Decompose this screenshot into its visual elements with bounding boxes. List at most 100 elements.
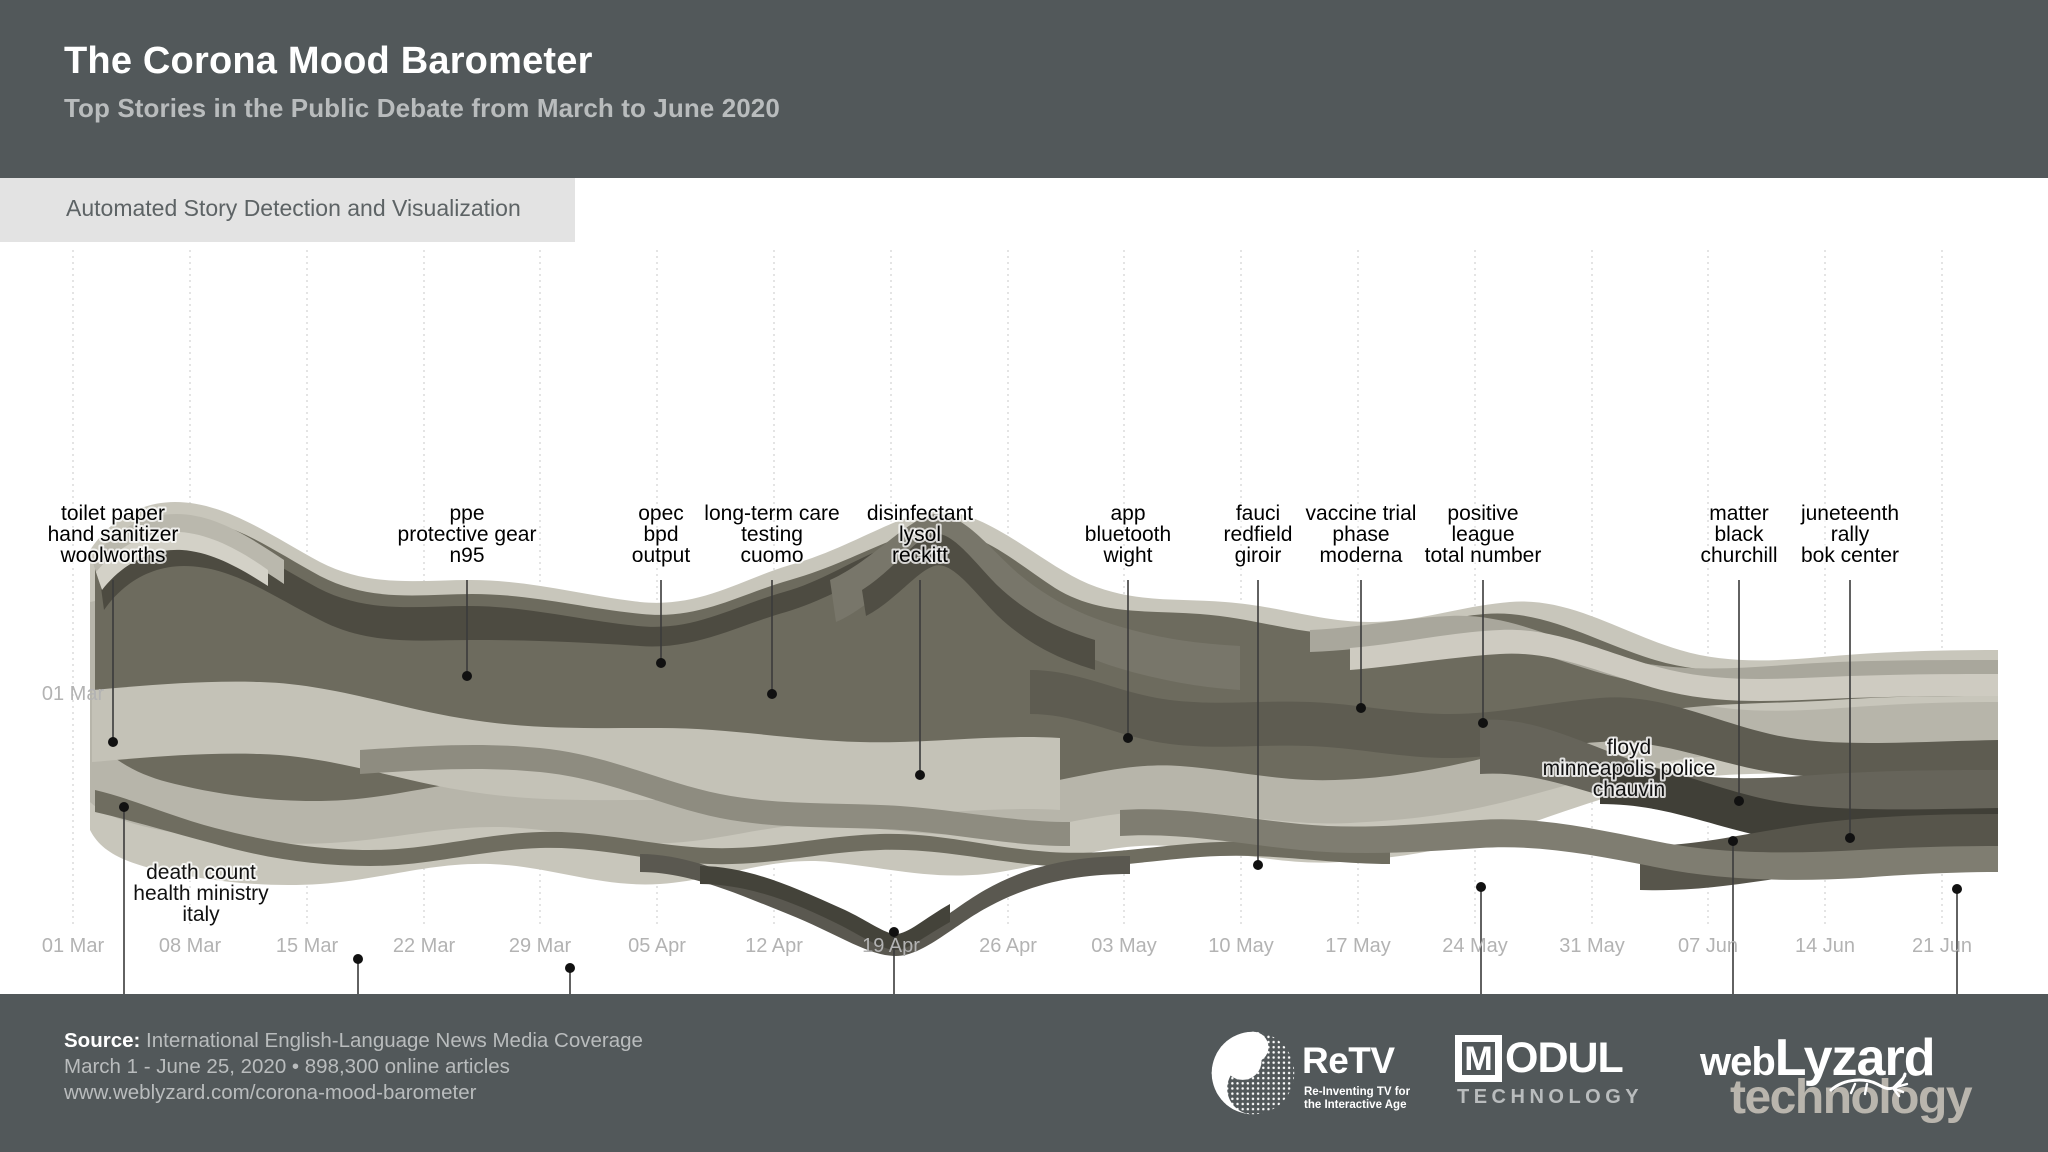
story-term: woolworths xyxy=(59,544,165,567)
x-tick-24-may: 24 May xyxy=(1442,935,1508,957)
story-term: opec xyxy=(638,502,684,525)
modul-rest-text: ODUL xyxy=(1505,1034,1624,1082)
story-term: minneapolis police xyxy=(1543,757,1716,780)
x-tick-01-mar: 01 Mar xyxy=(42,935,105,957)
retv-logo: ReTV Re-Inventing TV for the Interactive… xyxy=(1210,1030,1425,1120)
x-tick: 01 Mar xyxy=(42,683,105,705)
x-tick-12-apr: 12 Apr xyxy=(745,935,803,957)
url-line: www.weblyzard.com/corona-mood-barometer xyxy=(64,1081,477,1104)
story-term: ppe xyxy=(449,502,484,525)
story-term: disinfectant xyxy=(867,502,973,525)
story-term: toilet paper xyxy=(61,502,165,525)
page-title: The Corona Mood Barometer xyxy=(64,40,593,82)
story-leaders xyxy=(108,580,1962,994)
source-line: Source: International English-Language N… xyxy=(64,1029,643,1053)
band-light-streak-left2 xyxy=(96,531,268,590)
story-term: redfield xyxy=(1224,523,1293,546)
story-term: testing xyxy=(741,523,803,546)
retv-tagline-line1: Re-Inventing TV for xyxy=(1304,1086,1411,1098)
story-term: output xyxy=(632,544,691,567)
weblyzard-web: web xyxy=(1700,1040,1776,1084)
x-tick-19-apr: 19 Apr xyxy=(862,935,920,957)
x-tick-26-apr: 26 Apr xyxy=(979,935,1037,957)
story-term: juneteenth xyxy=(1800,502,1899,525)
x-tick-14-jun: 14 Jun xyxy=(1795,935,1855,957)
story-term: rally xyxy=(1831,523,1870,546)
band-dark-lower-mid xyxy=(640,854,1130,956)
story-term: hand sanitizer xyxy=(48,523,179,546)
page-footer: Source: International English-Language N… xyxy=(0,994,2048,1152)
story-term: black xyxy=(1714,523,1764,546)
x-tick-07-jun: 07 Jun xyxy=(1678,935,1738,957)
band-light-mid-lower xyxy=(92,681,1060,815)
story-label-opec[interactable]: opec bpd output xyxy=(630,500,693,569)
story-label-ppe[interactable]: ppe protective gear n95 xyxy=(396,500,539,569)
story-label-positive-league[interactable]: positive league total number xyxy=(1423,500,1544,569)
date-range-line: March 1 - June 25, 2020 • 898,300 online… xyxy=(64,1055,510,1078)
band-darkest-ramadan xyxy=(700,866,950,950)
x-tick-03-may: 03 May xyxy=(1091,935,1157,957)
story-label-toilet-paper[interactable]: toilet paper hand sanitizer woolworths xyxy=(46,500,181,569)
story-term: cuomo xyxy=(740,544,803,567)
story-term: protective gear xyxy=(398,523,537,546)
story-term: vaccine trial xyxy=(1306,502,1417,525)
story-label-matter-black[interactable]: matter black churchill xyxy=(1698,500,1779,569)
story-term: league xyxy=(1451,523,1514,546)
story-term: matter xyxy=(1709,502,1769,525)
story-term: bok center xyxy=(1801,544,1899,567)
story-label-app-bluetooth[interactable]: app bluetooth wight xyxy=(1083,500,1173,569)
band-mid-center-lower xyxy=(360,744,1070,846)
tab-automated-story-detection[interactable]: Automated Story Detection and Visualizat… xyxy=(0,178,575,242)
weblyzard-top-text: webLyzard xyxy=(1700,1028,1936,1088)
story-term: reckitt xyxy=(892,544,948,567)
story-term: app xyxy=(1110,502,1145,525)
retv-mark-icon xyxy=(1211,1031,1295,1115)
band-disinfectant-peak xyxy=(830,514,1240,690)
x-axis: 01 Mar 08 Mar 15 Mar 22 Mar 29 Mar 05 Ap… xyxy=(42,935,1972,957)
story-term: churchill xyxy=(1700,544,1777,567)
story-label-juneteenth[interactable]: juneteenth rally bok center xyxy=(1798,500,1901,569)
story-term: long-term care xyxy=(704,502,839,525)
story-label-vaccine-trial[interactable]: vaccine trial phase moderna xyxy=(1304,500,1419,569)
modul-sub-text: TECHNOLOGY xyxy=(1457,1086,1644,1108)
x-tick-05-apr: 05 Apr xyxy=(628,935,686,957)
story-label-fauci-redfield[interactable]: fauci redfield giroir xyxy=(1222,500,1295,569)
modul-wordmark: M ODUL xyxy=(1455,1034,1624,1083)
x-axis-ticks: 01 Mar xyxy=(42,683,105,705)
band-pale-right-top xyxy=(1350,629,1998,701)
tab-bar: Automated Story Detection and Visualizat… xyxy=(0,178,2048,250)
story-label-disinfectant[interactable]: disinfectant lysol reckitt xyxy=(865,500,975,569)
weblyzard-logo: webLyzard technology xyxy=(1700,1028,2000,1124)
story-term: chauvin xyxy=(1593,778,1665,801)
story-label-death-count[interactable]: death count health ministry italy xyxy=(131,859,271,928)
band-disinfectant-core xyxy=(862,533,1095,670)
logo-group: ReTV Re-Inventing TV for the Interactive… xyxy=(1210,1012,2010,1137)
band-light-streak-left xyxy=(92,514,284,584)
story-term: health ministry xyxy=(133,882,269,905)
tab-label: Automated Story Detection and Visualizat… xyxy=(66,195,521,221)
story-term: moderna xyxy=(1320,544,1403,567)
retv-tagline: Re-Inventing TV for the Interactive Age xyxy=(1304,1086,1410,1112)
stream-bands xyxy=(90,502,1998,956)
weblyzard-lyzard: Lyzard xyxy=(1774,1029,1936,1087)
x-tick-15-mar: 15 Mar xyxy=(276,935,339,957)
lizard-icon xyxy=(1829,1072,1909,1098)
story-label-floyd[interactable]: floyd minneapolis police chauvin xyxy=(1541,734,1718,803)
x-tick-29-mar: 29 Mar xyxy=(509,935,572,957)
story-term: lysol xyxy=(899,523,941,546)
modul-logo: M ODUL TECHNOLOGY xyxy=(1455,1034,1670,1114)
story-label-long-term-care[interactable]: long-term care testing cuomo xyxy=(702,500,841,569)
story-term: phase xyxy=(1332,523,1389,546)
page-header: The Corona Mood Barometer Top Stories in… xyxy=(0,0,2048,178)
story-term: fauci xyxy=(1236,502,1280,525)
page-subtitle: Top Stories in the Public Debate from Ma… xyxy=(64,93,780,123)
story-term: italy xyxy=(182,903,220,926)
x-tick-22-mar: 22 Mar xyxy=(393,935,456,957)
modul-m-icon: M xyxy=(1455,1035,1502,1082)
story-term: bpd xyxy=(643,523,678,546)
x-tick-08-mar: 08 Mar xyxy=(159,935,222,957)
streamgraph-svg: toilet paper hand sanitizer woolworths p… xyxy=(42,250,1998,994)
story-term: floyd xyxy=(1607,736,1651,759)
x-tick-17-may: 17 May xyxy=(1325,935,1391,957)
story-term: death count xyxy=(146,861,256,884)
